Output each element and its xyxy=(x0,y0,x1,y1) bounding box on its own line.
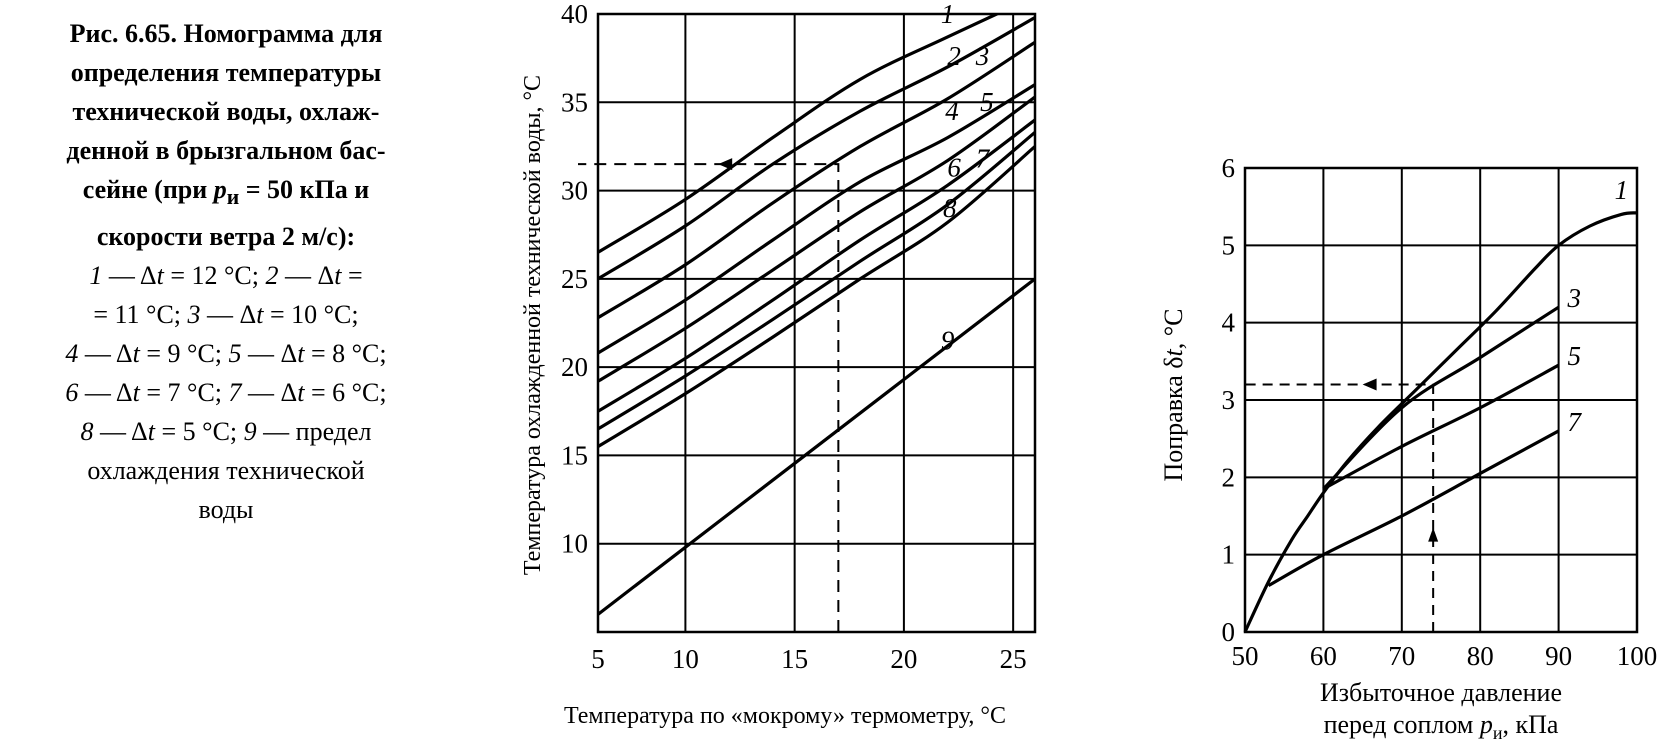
caption-title-line: определения температуры xyxy=(70,58,382,87)
x-axis-label-unit: , кПа xyxy=(1502,710,1558,739)
y-tick-label: 6 xyxy=(1222,153,1236,183)
caption-legend: 1 — Δt = 12 °С; 2 — Δt = = 11 °С; 3 — Δt … xyxy=(0,256,452,529)
series-label-4: 4 xyxy=(945,96,959,126)
x-tick-label: 100 xyxy=(1617,641,1658,671)
y-axis-label: Поправка δt, °С xyxy=(1159,308,1188,481)
y-tick-label: 4 xyxy=(1222,308,1236,338)
series-line-2 xyxy=(598,16,1035,281)
x-axis-label: Температура по «мокрому» термометру, °С xyxy=(564,703,1006,729)
series-line-7 xyxy=(598,131,1035,431)
series-label-5: 5 xyxy=(1568,341,1582,371)
caption-legend-line: охлаждения технической xyxy=(87,456,365,486)
y-axis-label-var: t xyxy=(1159,348,1188,356)
series-label-6: 6 xyxy=(947,152,961,182)
y-tick-label: 20 xyxy=(561,352,588,382)
caption-legend-line: воды xyxy=(198,495,254,525)
series-line-1 xyxy=(1243,211,1638,633)
y-tick-label: 1 xyxy=(1222,540,1236,570)
series-line-5 xyxy=(598,95,1035,383)
series-label-5: 5 xyxy=(980,87,994,117)
caption-title-line: денной в брызгальном бас- xyxy=(66,136,386,165)
example-dashed-path xyxy=(578,163,840,632)
series-label-9: 9 xyxy=(941,325,955,355)
series-label-8: 8 xyxy=(943,193,957,223)
series-label-3: 3 xyxy=(975,41,990,71)
y-tick-label: 2 xyxy=(1222,462,1236,492)
plot-frame xyxy=(596,12,1037,634)
plot-frame xyxy=(1243,166,1639,634)
series-label-7: 7 xyxy=(976,144,991,174)
x-axis-label-line1: Избыточное давление xyxy=(1320,678,1562,707)
caption-legend-line: 1 — Δt = 12 °С; 2 — Δt = xyxy=(89,261,363,291)
caption-title-line: скорости ветра 2 м/с): xyxy=(96,222,356,252)
x-tick-label: 15 xyxy=(781,644,808,674)
y-tick-label: 30 xyxy=(561,176,588,206)
series-line-8 xyxy=(598,145,1035,448)
x-tick-label: 25 xyxy=(1000,644,1027,674)
x-axis-label-sub: и xyxy=(1493,723,1503,743)
correction-chart: 50 60 70 80 90 100 0 1 2 3 4 5 6 1 3 5 7 Поправка δt, °С И… xyxy=(1159,153,1657,743)
caption-legend-line: 6 — Δt = 7 °С; 7 — Δt = 6 °С; xyxy=(65,378,387,408)
y-tick-label: 3 xyxy=(1222,385,1236,415)
series-line-7 xyxy=(1267,429,1560,587)
series-line-3 xyxy=(1322,305,1560,491)
example-arrow-left-icon xyxy=(1362,378,1377,391)
x-tick-label: 60 xyxy=(1310,641,1337,671)
x-tick-label: 80 xyxy=(1467,641,1494,671)
example-arrow-icon xyxy=(718,158,733,171)
caption-title: Рис. 6.65. Номограмма для определения тем… xyxy=(0,14,452,256)
y-tick-label: 15 xyxy=(561,440,588,470)
series-label-1: 1 xyxy=(1615,175,1629,205)
caption-title-line: технической воды, охлаж- xyxy=(72,97,380,126)
x-tick-label: 20 xyxy=(890,644,917,674)
caption-legend-line: = 11 °С; 3 — Δt = 10 °С; xyxy=(93,300,359,330)
y-axis-label-unit: , °С xyxy=(1159,308,1188,349)
figure-caption: Рис. 6.65. Номограмма для определения тем… xyxy=(0,14,452,529)
series-label-1: 1 xyxy=(941,0,955,29)
y-tick-label: 25 xyxy=(561,264,588,294)
x-tick-label: 90 xyxy=(1545,641,1572,671)
x-axis-label-var: р xyxy=(1478,710,1493,739)
series-label-3: 3 xyxy=(1567,283,1582,313)
example-arrow-up-icon xyxy=(1428,527,1439,542)
caption-title-line: сейне (при ри = 50 кПа и xyxy=(82,175,370,210)
series-line-6 xyxy=(598,118,1035,413)
series-label-2: 2 xyxy=(947,41,961,71)
series-label-7: 7 xyxy=(1568,407,1583,437)
x-tick-label: 70 xyxy=(1388,641,1415,671)
series-line-9 xyxy=(598,277,1035,616)
y-tick-label: 10 xyxy=(561,529,588,559)
series-line-1 xyxy=(598,14,1001,254)
caption-legend-line: 8 — Δt = 5 °С; 9 — предел xyxy=(80,417,372,447)
series-line-5 xyxy=(1322,363,1560,491)
caption-legend-line: 4 — Δt = 9 °С; 5 — Δt = 8 °С; xyxy=(65,339,387,369)
x-tick-label: 5 xyxy=(591,644,605,674)
x-axis-label-line2: перед соплом ри, кПа xyxy=(1324,710,1559,743)
caption-title-line: Рис. 6.65. Номограмма для xyxy=(69,19,383,48)
x-tick-label: 10 xyxy=(672,644,699,674)
series-line-4 xyxy=(598,83,1035,355)
y-axis-label: Температура охлажденной технической воды… xyxy=(520,75,546,575)
y-tick-label: 35 xyxy=(561,87,588,117)
x-tick-label: 50 xyxy=(1232,641,1259,671)
y-tick-label: 0 xyxy=(1222,617,1236,647)
y-tick-label: 5 xyxy=(1222,230,1236,260)
y-tick-label: 40 xyxy=(561,0,588,29)
series-line-3 xyxy=(598,40,1035,320)
example-dashed-path xyxy=(1245,383,1435,632)
